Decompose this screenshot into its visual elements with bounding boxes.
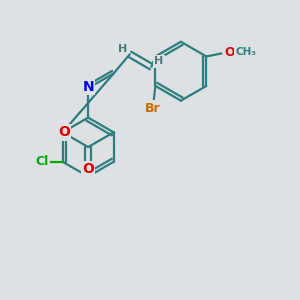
Text: O: O (82, 162, 94, 176)
Text: Br: Br (145, 101, 160, 115)
Text: Cl: Cl (35, 155, 49, 168)
Text: CH₃: CH₃ (236, 47, 256, 57)
Text: O: O (58, 125, 70, 139)
Text: N: N (82, 80, 94, 94)
Text: O: O (225, 46, 235, 59)
Text: H: H (118, 44, 127, 54)
Text: H: H (154, 56, 164, 67)
